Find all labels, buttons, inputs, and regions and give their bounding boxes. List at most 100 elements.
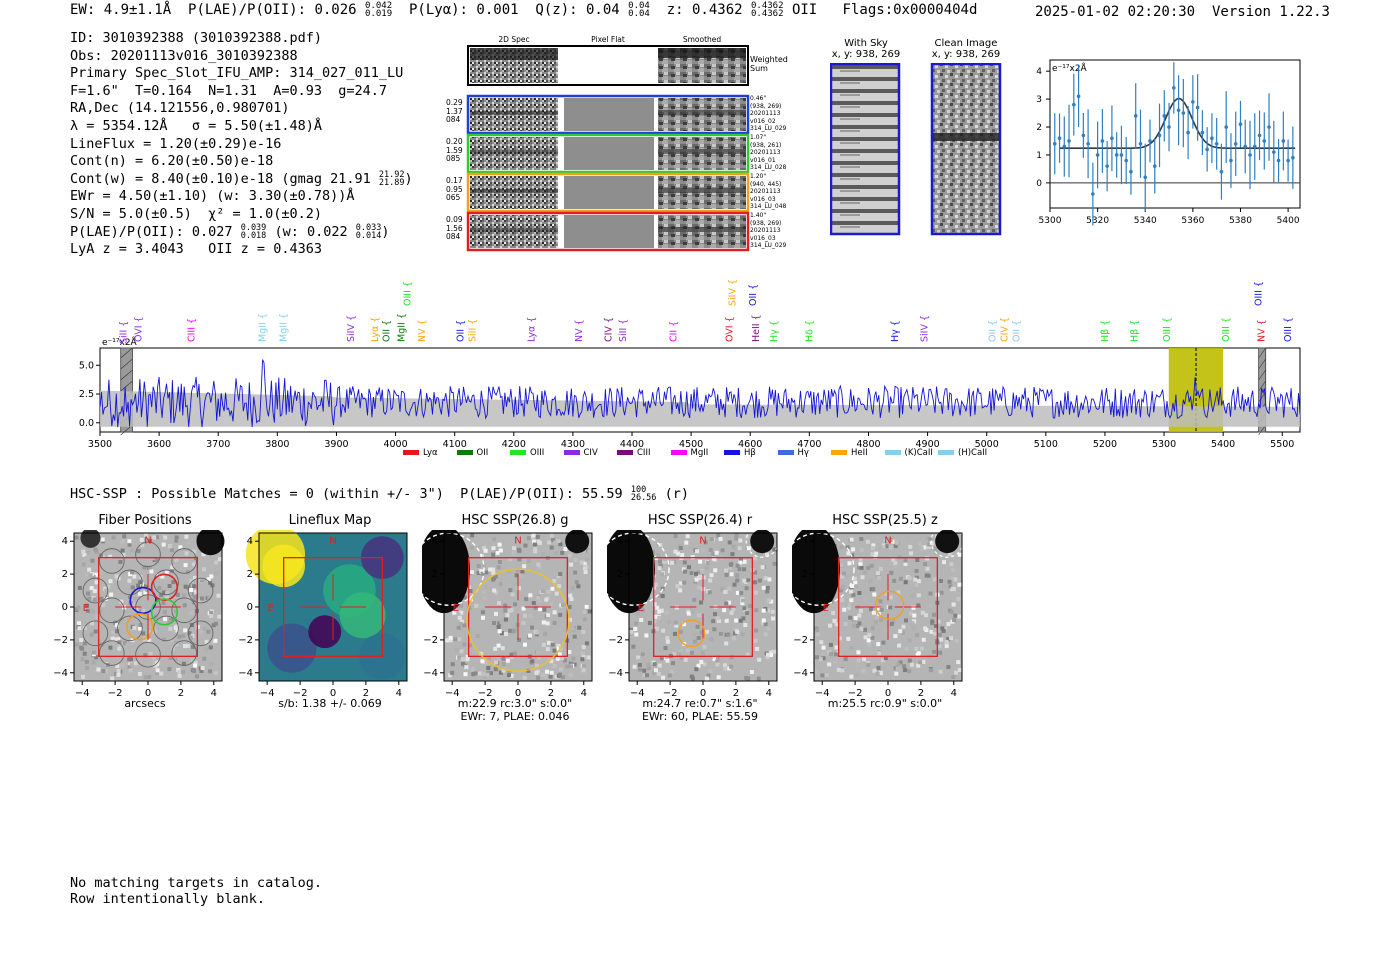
pixel-noise: [496, 643, 501, 648]
pixel-noise: [81, 674, 85, 679]
pixel-noise: [815, 628, 820, 633]
pixel-noise: [944, 639, 949, 644]
pixel-noise: [934, 624, 939, 629]
pixel-noise: [637, 667, 642, 672]
pixel-noise: [540, 673, 545, 677]
plae-w-lower: 0.014: [355, 230, 382, 241]
fiber-circle: [171, 640, 197, 666]
pixel-noise: [473, 671, 478, 676]
pixel-noise: [537, 655, 542, 660]
pixel-noise: [569, 597, 574, 601]
pixel-noise: [173, 657, 178, 662]
panel-x-tick-label: −2: [108, 688, 123, 699]
pixel-noise: [843, 622, 848, 626]
zoom-data-point: [1052, 141, 1057, 146]
clean-image: [930, 63, 1002, 236]
plae-info-upper: 0.039: [240, 222, 267, 233]
zoom-x-tick-label: 5380: [1229, 216, 1252, 226]
cutout-trace: [470, 228, 558, 232]
pixel-noise: [523, 613, 527, 618]
pixel-noise: [854, 584, 859, 589]
pixel-noise: [122, 534, 127, 539]
pixel-noise: [665, 636, 670, 641]
pixel-noise: [213, 621, 218, 626]
panel-y-tick-label: −2: [238, 635, 253, 646]
pixel-noise: [936, 619, 941, 624]
panel-y-tick-label: 0: [62, 602, 68, 613]
pixel-noise: [645, 673, 649, 678]
panel-x-tick-label: −4: [445, 688, 460, 699]
pixel-noise: [448, 635, 453, 640]
pixel-noise: [493, 667, 498, 672]
pixel-noise: [498, 670, 503, 675]
emission-line-label: SiIV {: [920, 315, 931, 342]
pixel-noise: [933, 546, 938, 551]
legend-label: OIII: [530, 448, 545, 458]
pixel-noise: [94, 636, 99, 641]
pixel-noise: [216, 593, 221, 598]
pixel-noise: [213, 638, 218, 643]
pixel-noise: [522, 558, 527, 563]
pixel-noise: [863, 627, 867, 632]
fiber-circle: [82, 577, 109, 604]
pixel-noise: [147, 675, 152, 679]
panel-y-tick-label: 0: [802, 602, 808, 613]
pixel-noise: [839, 588, 844, 593]
pixel-noise: [954, 638, 959, 643]
pixel-noise: [883, 538, 888, 543]
pixel-noise: [497, 560, 502, 564]
pixel-noise: [143, 533, 148, 538]
zoom-y-tick-label: 1: [1036, 151, 1042, 161]
cutout-pixel-flat: [564, 137, 654, 170]
pixel-noise: [177, 673, 182, 678]
pixel-noise: [137, 591, 142, 596]
fiber-circle: [171, 548, 197, 574]
pixel-noise: [767, 577, 772, 582]
pixel-noise: [766, 598, 771, 603]
pixel-noise: [765, 552, 769, 557]
pixel-noise: [839, 563, 844, 568]
pixel-noise: [881, 640, 886, 645]
fiber-circle: [187, 577, 214, 604]
pixel-noise: [891, 557, 896, 562]
pixel-noise: [196, 624, 200, 629]
pixel-noise: [941, 628, 946, 633]
pixel-noise: [828, 623, 832, 628]
pixel-noise: [840, 668, 845, 673]
pixel-noise: [885, 628, 889, 633]
pixel-noise: [85, 608, 90, 613]
pixel-noise: [821, 651, 826, 656]
pixel-noise: [541, 620, 546, 625]
pixel-noise: [921, 659, 926, 664]
pixel-noise: [167, 584, 172, 588]
pixel-noise: [74, 642, 79, 647]
pixel-noise: [866, 638, 871, 643]
pixel-noise: [136, 549, 141, 553]
pixel-noise: [455, 647, 460, 652]
panel-y-tick-label: 4: [247, 536, 253, 547]
pixel-noise: [881, 544, 886, 549]
zoom-data-point: [1091, 192, 1095, 196]
pixel-noise: [724, 601, 729, 606]
pixel-noise: [735, 578, 740, 583]
pixel-noise: [523, 642, 527, 647]
pixel-noise: [133, 661, 138, 666]
pixel-noise: [177, 634, 182, 639]
zoom-x-tick-label: 5320: [1086, 216, 1109, 226]
pixel-noise: [182, 593, 187, 598]
pixel-noise: [199, 669, 204, 673]
qz-value: Q(z): 0.04: [535, 2, 620, 18]
pixel-noise: [915, 633, 920, 638]
pixel-noise: [844, 608, 849, 613]
pixel-noise: [578, 618, 583, 623]
hsc-header-upper: 100: [630, 485, 647, 495]
north-label: N: [329, 536, 336, 547]
pixel-noise: [581, 663, 586, 668]
emission-line-label: MgII {: [397, 313, 408, 342]
zoom-data-point: [1148, 139, 1152, 143]
pixel-noise: [850, 553, 855, 558]
legend-label: (K)CaII: [904, 448, 933, 458]
pixel-noise: [542, 607, 547, 612]
pixel-noise: [507, 608, 512, 613]
pixel-noise: [833, 652, 838, 657]
